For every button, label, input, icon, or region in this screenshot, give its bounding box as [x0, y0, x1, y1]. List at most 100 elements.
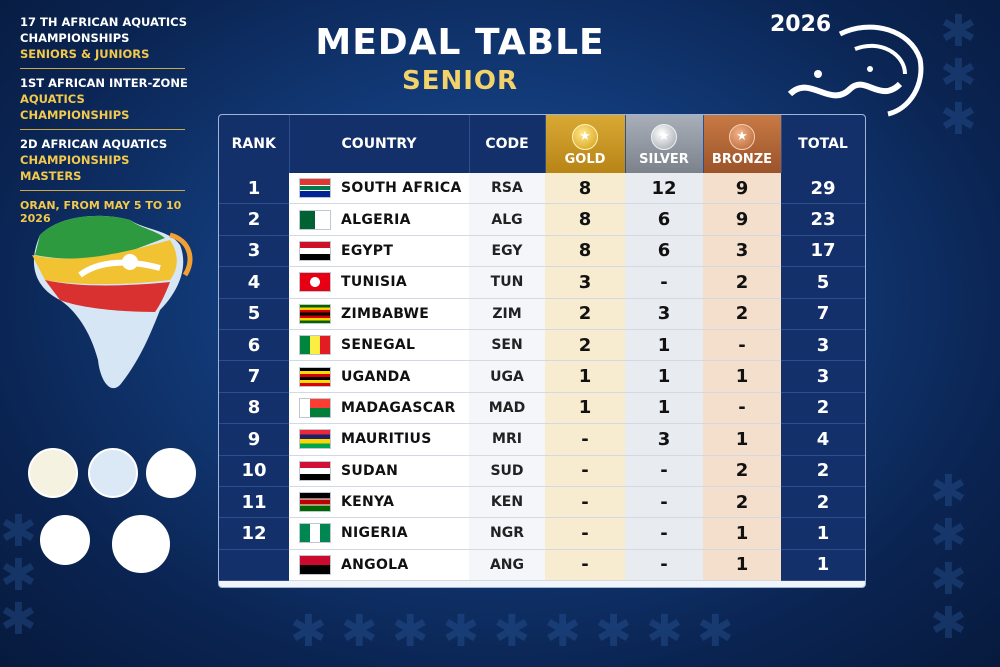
country-cell: SENEGAL: [289, 329, 469, 362]
event-line-6: 2D AFRICAN AQUATICS: [20, 137, 168, 151]
silver-cell: 3: [625, 423, 703, 456]
country-flag-icon: [299, 272, 331, 293]
country-name: SENEGAL: [341, 337, 416, 354]
silver-cell: 6: [625, 235, 703, 268]
country-cell: SUDAN: [289, 455, 469, 487]
total-cell: 2: [781, 392, 865, 425]
country-flag-icon: [299, 492, 331, 513]
code-cell: ANG: [469, 549, 545, 582]
bronze-cell: 2: [703, 298, 781, 330]
country-cell: NIGERIA: [289, 517, 469, 550]
rank-cell: 3: [219, 235, 289, 268]
country-flag-icon: [299, 303, 331, 324]
country-cell: TUNISIA: [289, 266, 469, 299]
table-row: 9 MAURITIUS MRI -3 1 4: [219, 423, 865, 456]
country-flag-icon: [299, 209, 331, 230]
gold-cell: -: [545, 423, 625, 456]
gold-cell: 8: [545, 203, 625, 236]
table-row: 12 NIGERIA NGR - -1 1: [219, 517, 865, 550]
rank-cell: 4: [219, 266, 289, 299]
col-header-bronze: ★ BRONZE: [703, 115, 782, 173]
country-name: UGANDA: [341, 368, 411, 385]
rank-cell: 11: [219, 486, 289, 519]
divider: [20, 190, 185, 191]
country-name: ZIMBABWE: [341, 305, 430, 322]
divider: [20, 68, 185, 69]
table-row: 6 SENEGAL SEN 2 1-3: [219, 329, 865, 362]
silver-cell: 1: [625, 360, 703, 393]
country-cell: UGANDA: [289, 360, 469, 393]
country-name: ALGERIA: [341, 211, 411, 228]
event-line-5: AQUATICS CHAMPIONSHIPS: [20, 92, 130, 122]
gold-cell: 3: [545, 266, 625, 299]
code-cell: ZIM: [469, 298, 545, 330]
rank-cell: [219, 549, 289, 582]
event-line-7: CHAMPIONSHIPS MASTERS: [20, 153, 130, 183]
country-flag-icon: [299, 366, 331, 387]
oran-organizer-logo: [28, 448, 78, 498]
silver-cell: 1: [625, 392, 703, 425]
gold-cell: -: [545, 549, 625, 582]
table-row: 7 UGANDA UGA 1 1 1 3: [219, 360, 865, 393]
gold-cell: 8: [545, 173, 625, 205]
col-header-gold-label: GOLD: [564, 151, 606, 167]
table-header-row: RANK COUNTRY CODE ★ GOLD ★ SILVER ★ BRON…: [219, 115, 865, 173]
silver-cell: -: [625, 486, 703, 519]
country-cell: ZIMBABWE: [289, 298, 469, 330]
country-name: KENYA: [341, 494, 395, 511]
total-cell: 17: [781, 235, 865, 268]
silver-cell: -: [625, 266, 703, 299]
page-subtitle: SENIOR: [401, 66, 519, 96]
gold-cell: 2: [545, 329, 625, 362]
country-name: EGYPT: [341, 242, 394, 259]
bronze-medal-icon: ★: [729, 123, 755, 150]
country-cell: MAURITIUS: [289, 423, 469, 456]
country-cell: MADAGASCAR: [289, 392, 469, 425]
page-title: MEDAL TABLE: [315, 22, 605, 63]
code-cell: NGR: [469, 517, 545, 550]
code-cell: RSA: [469, 173, 545, 205]
country-flag-icon: [299, 335, 331, 356]
bronze-cell: 3: [703, 235, 781, 268]
code-cell: ALG: [469, 203, 545, 236]
country-flag-icon: [299, 397, 331, 418]
country-name: SOUTH AFRICA: [341, 180, 462, 197]
bronze-cell: 9: [703, 203, 781, 236]
bronze-cell: 1: [703, 517, 781, 550]
pattern-star-icon: ✱ ✱ ✱: [0, 506, 37, 645]
rank-cell: 8: [219, 392, 289, 425]
medal-table: RANK COUNTRY CODE ★ GOLD ★ SILVER ★ BRON…: [218, 114, 866, 588]
gold-cell: 1: [545, 392, 625, 425]
gold-cell: -: [545, 486, 625, 519]
col-header-country: COUNTRY: [289, 115, 470, 173]
gold-cell: 2: [545, 298, 625, 330]
code-cell: UGA: [469, 360, 545, 393]
total-cell: 5: [781, 266, 865, 299]
table-row: 2 ALGERIA ALG 8 6 9 23: [219, 203, 865, 236]
silver-cell: 6: [625, 203, 703, 236]
gold-cell: 8: [545, 235, 625, 268]
rank-cell: 12: [219, 517, 289, 550]
bronze-cell: 2: [703, 455, 781, 487]
event-date: ORAN, FROM MAY 5 TO 10 2026: [20, 199, 182, 225]
col-header-gold: ★ GOLD: [545, 115, 626, 173]
silver-cell: 1: [625, 329, 703, 362]
col-header-total: TOTAL: [781, 115, 865, 173]
event-line-1: 17 TH AFRICAN AQUATICS: [20, 15, 188, 29]
code-cell: KEN: [469, 486, 545, 519]
country-cell: ALGERIA: [289, 203, 469, 236]
total-cell: 2: [781, 455, 865, 487]
country-name: ANGOLA: [341, 556, 409, 573]
country-flag-icon: [299, 429, 331, 450]
table-row: 3 EGYPT EGY 8 6 3 17: [219, 235, 865, 268]
event-line-2: CHAMPIONSHIPS: [20, 31, 130, 45]
country-flag-icon: [299, 240, 331, 261]
silver-cell: 12: [625, 173, 703, 205]
code-cell: EGY: [469, 235, 545, 268]
rank-cell: 9: [219, 423, 289, 456]
country-name: SUDAN: [341, 462, 399, 479]
rank-cell: 6: [219, 329, 289, 362]
bronze-cell: 9: [703, 173, 781, 205]
bronze-cell: -: [703, 329, 781, 362]
